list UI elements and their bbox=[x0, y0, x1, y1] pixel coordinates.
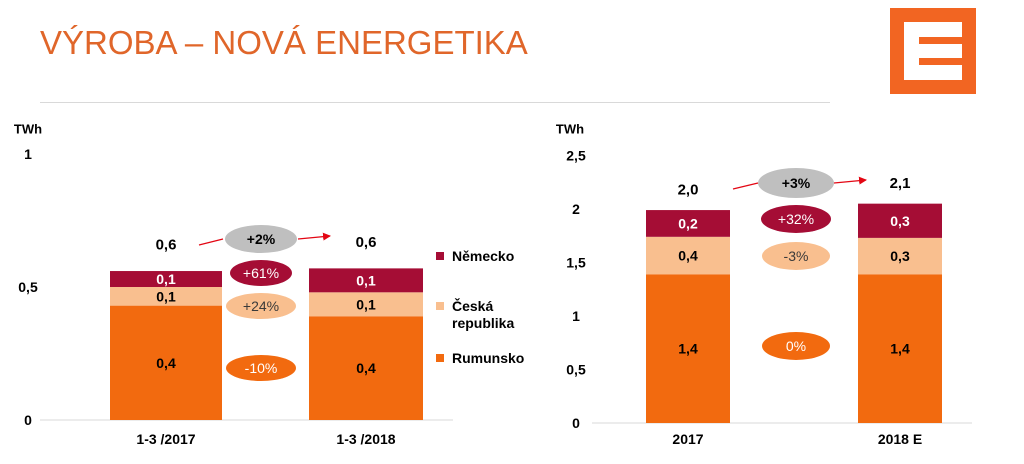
series-change-bubble bbox=[762, 242, 830, 270]
series-change-label: -10% bbox=[245, 360, 278, 376]
series-change-label: +32% bbox=[778, 211, 814, 227]
legend-label-germany: Německo bbox=[452, 248, 515, 264]
bar-total-label: 0,6 bbox=[156, 237, 177, 254]
bar-segment-label: 1,4 bbox=[678, 341, 698, 357]
bar-segment-label: 0,3 bbox=[890, 248, 910, 264]
title-divider bbox=[40, 102, 830, 103]
bar-segment-rumunsko bbox=[309, 316, 423, 420]
series-change-bubble bbox=[226, 355, 296, 381]
bar-segment-ceska-republika bbox=[309, 292, 423, 317]
series-change-label: -3% bbox=[784, 248, 809, 264]
bar-segment-ceska-republika bbox=[858, 237, 942, 275]
series-change-bubble bbox=[762, 332, 830, 360]
bar-segment-label: 0,4 bbox=[356, 360, 376, 376]
y-tick-label: 0,5 bbox=[566, 362, 586, 378]
series-change-label: +61% bbox=[243, 265, 279, 281]
legend-item-romania: Rumunsko bbox=[436, 350, 544, 367]
bar-segment-ceska-republika bbox=[110, 287, 222, 306]
y-tick-label: 1,5 bbox=[566, 255, 586, 271]
bar-segment-label: 0,4 bbox=[156, 355, 176, 371]
bar-segment-label: 0,1 bbox=[156, 288, 176, 304]
total-change-bubble bbox=[225, 225, 297, 253]
legend-item-czech: Česká republika bbox=[436, 298, 544, 332]
legend-item-germany: Německo bbox=[436, 248, 544, 265]
bar-segment-label: 0,1 bbox=[156, 271, 176, 287]
x-category-label: 2017 bbox=[672, 431, 703, 447]
y-tick-label: 0 bbox=[24, 412, 32, 428]
y-axis-unit-label: TWh bbox=[556, 122, 584, 137]
y-tick-label: 2 bbox=[572, 201, 580, 217]
x-category-label: 1-3 /2018 bbox=[336, 431, 395, 447]
total-change-bubble bbox=[758, 168, 834, 198]
legend-label-czech: Česká republika bbox=[452, 298, 515, 331]
series-change-bubble bbox=[761, 205, 831, 233]
bar-segment-label: 0,2 bbox=[678, 215, 698, 231]
total-change-label: +2% bbox=[247, 231, 276, 247]
bar-segment-rumunsko bbox=[110, 305, 222, 420]
y-tick-label: 2,5 bbox=[566, 148, 586, 164]
series-change-bubble bbox=[226, 293, 296, 319]
change-arrow-left bbox=[732, 182, 759, 190]
y-tick-label: 0 bbox=[572, 415, 580, 431]
total-change-label: +3% bbox=[782, 175, 811, 191]
bar-segment-rumunsko bbox=[858, 274, 942, 423]
bar-total-label: 0,6 bbox=[356, 234, 377, 251]
bar-segment-rumunsko bbox=[646, 274, 730, 423]
x-category-label: 2018 E bbox=[878, 431, 922, 447]
y-tick-label: 0,5 bbox=[18, 279, 38, 295]
legend-label-romania: Rumunsko bbox=[452, 350, 525, 366]
y-axis-unit-label: TWh bbox=[14, 122, 42, 137]
y-tick-label: 1 bbox=[572, 308, 580, 324]
bar-total-label: 2,1 bbox=[890, 175, 911, 192]
change-arrow-left bbox=[198, 238, 224, 246]
page-title: VÝROBA – NOVÁ ENERGETIKA bbox=[40, 24, 528, 61]
legend-swatch-germany bbox=[436, 252, 444, 260]
bar-segment-label: 0,1 bbox=[356, 296, 376, 312]
bar-segment-label: 0,1 bbox=[356, 272, 376, 288]
cez-logo bbox=[890, 8, 976, 94]
logo-e-mark bbox=[904, 22, 962, 80]
bar-segment-nemecko bbox=[646, 210, 730, 237]
bar-segment-ceska-republika bbox=[646, 236, 730, 275]
bar-segment-nemecko bbox=[110, 271, 222, 287]
legend-swatch-czech bbox=[436, 302, 444, 310]
series-change-label: +24% bbox=[243, 298, 279, 314]
bar-segment-label: 0,4 bbox=[678, 248, 698, 264]
bar-segment-nemecko bbox=[309, 268, 423, 293]
y-tick-label: 1 bbox=[24, 146, 32, 162]
series-change-bubble bbox=[230, 260, 292, 286]
bar-segment-nemecko bbox=[858, 203, 942, 238]
bar-segment-label: 0,3 bbox=[890, 213, 910, 229]
x-category-label: 1-3 /2017 bbox=[136, 431, 195, 447]
change-arrow-right bbox=[297, 232, 331, 241]
bar-total-label: 2,0 bbox=[678, 182, 699, 199]
legend-swatch-romania bbox=[436, 354, 444, 362]
bar-segment-label: 1,4 bbox=[890, 341, 910, 357]
series-change-label: 0% bbox=[786, 338, 806, 354]
change-arrow-right bbox=[833, 176, 867, 185]
